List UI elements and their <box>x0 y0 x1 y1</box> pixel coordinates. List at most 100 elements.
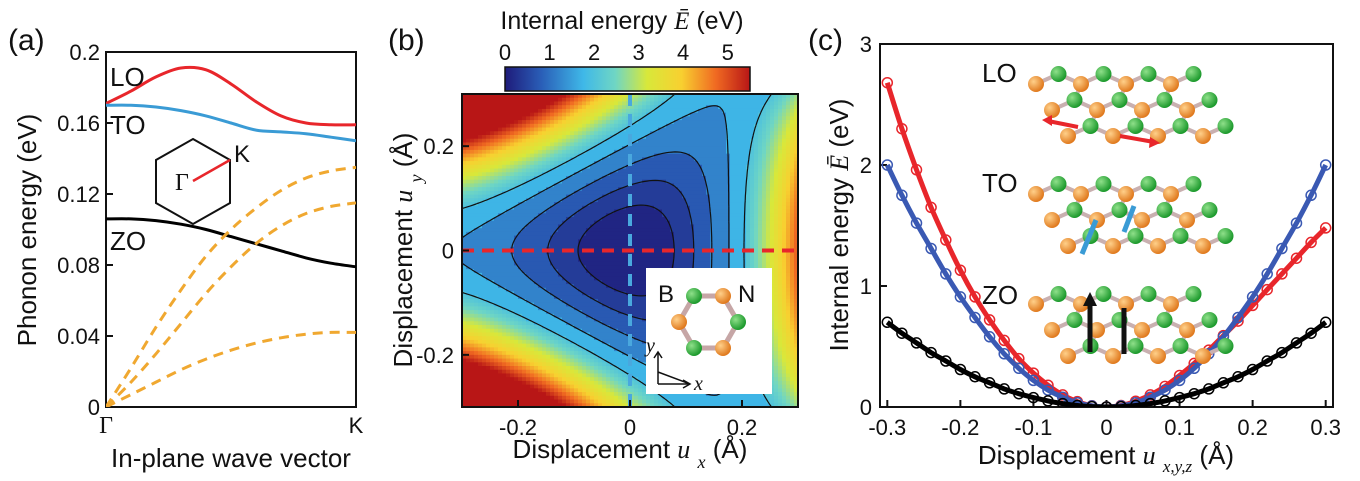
heatmap-cell <box>546 105 551 110</box>
heatmap-cell <box>618 243 623 248</box>
heatmap-cell <box>658 168 663 173</box>
heatmap-cell <box>550 284 555 289</box>
heatmap-cell <box>630 172 635 177</box>
heatmap-cell <box>518 157 523 162</box>
heatmap-cell <box>622 295 627 300</box>
heatmap-cell <box>586 231 591 237</box>
heatmap-cell <box>514 213 519 218</box>
heatmap-cell <box>630 239 635 244</box>
heatmap-cell <box>562 149 567 155</box>
heatmap-cell <box>566 112 571 117</box>
heatmap-cell <box>490 205 495 211</box>
heatmap-cell <box>490 265 495 270</box>
heatmap-cell <box>682 190 687 196</box>
heatmap-cell <box>466 131 471 136</box>
heatmap-cell <box>570 138 575 144</box>
heatmap-cell <box>554 243 559 248</box>
heatmap-cell <box>530 209 535 214</box>
heatmap-cell <box>686 146 691 151</box>
heatmap-cell <box>658 246 663 252</box>
heatmap-cell <box>526 347 531 352</box>
heatmap-cell <box>646 105 651 110</box>
heatmap-cell <box>610 388 615 393</box>
heatmap-cell <box>610 317 615 322</box>
heatmap-cell <box>550 179 555 185</box>
heatmap-cell <box>618 209 623 214</box>
heatmap-cell <box>586 243 591 248</box>
heatmap-cell <box>558 172 563 177</box>
heatmap-cell <box>470 358 475 363</box>
heatmap-cell <box>558 336 563 341</box>
heatmap-cell <box>538 94 543 99</box>
heatmap-cell <box>530 153 535 158</box>
heatmap-cell <box>502 395 507 401</box>
heatmap-cell <box>618 213 623 218</box>
heatmap-cell <box>538 168 543 173</box>
heatmap-cell <box>522 168 527 173</box>
heatmap-cell <box>566 220 571 226</box>
heatmap-cell <box>686 161 691 166</box>
heatmap-cell <box>570 216 575 222</box>
heatmap-cell <box>478 298 483 304</box>
heatmap-cell <box>634 354 639 360</box>
heatmap-cell <box>618 194 623 199</box>
heatmap-cell <box>642 224 647 229</box>
heatmap-cell <box>686 153 691 158</box>
heatmap-cell <box>606 317 611 322</box>
heatmap-cell <box>550 328 555 334</box>
heatmap-cell <box>606 157 611 162</box>
heatmap-cell <box>566 179 571 185</box>
heatmap-cell <box>586 388 591 393</box>
heatmap-cell <box>634 325 639 330</box>
heatmap-cell <box>582 239 587 244</box>
heatmap-cell <box>662 257 667 263</box>
heatmap-cell <box>478 168 483 173</box>
heatmap-cell <box>686 108 691 114</box>
heatmap-cell <box>518 213 523 218</box>
colorbar-tick-label: 5 <box>722 40 734 65</box>
heatmap-cell <box>622 280 627 285</box>
heatmap-cell <box>510 332 515 337</box>
heatmap-cell <box>614 183 619 188</box>
heatmap-cell <box>538 254 543 259</box>
heatmap-cell <box>466 153 471 158</box>
heatmap-cell <box>682 127 687 132</box>
heatmap-cell <box>606 254 611 259</box>
heatmap-cell <box>550 310 555 315</box>
heatmap-cell <box>478 269 483 274</box>
heatmap-cell <box>638 261 643 267</box>
heatmap-cell <box>470 108 475 114</box>
heatmap-cell <box>486 220 491 226</box>
heatmap-cell <box>502 358 507 363</box>
heatmap-cell <box>470 373 475 378</box>
heatmap-cell <box>602 358 607 363</box>
heatmap-cell <box>594 105 599 110</box>
heatmap-cell <box>474 399 479 404</box>
heatmap-cell <box>466 168 471 173</box>
heatmap-cell <box>462 343 467 348</box>
heatmap-cell <box>650 138 655 144</box>
heatmap-cell <box>482 388 487 393</box>
heatmap-cell <box>506 332 511 337</box>
heatmap-cell <box>462 172 467 177</box>
heatmap-cell <box>574 187 579 192</box>
heatmap-cell <box>674 161 679 166</box>
heatmap-cell <box>606 310 611 315</box>
heatmap-cell <box>606 373 611 378</box>
heatmap-cell <box>526 287 531 293</box>
heatmap-cell <box>626 209 631 214</box>
heatmap-cell <box>602 120 607 125</box>
heatmap-cell <box>538 138 543 144</box>
heatmap-cell <box>602 142 607 147</box>
heatmap-cell <box>510 317 515 322</box>
heatmap-cell <box>546 265 551 270</box>
heatmap-cell <box>494 120 499 125</box>
heatmap-cell <box>646 261 651 267</box>
heatmap-cell <box>602 105 607 110</box>
heatmap-cell <box>574 116 579 121</box>
heatmap-cell <box>462 399 467 404</box>
heatmap-cell <box>654 243 659 248</box>
heatmap-cell <box>486 328 491 334</box>
heatmap-cell <box>682 261 687 267</box>
heatmap-cell <box>610 351 615 356</box>
